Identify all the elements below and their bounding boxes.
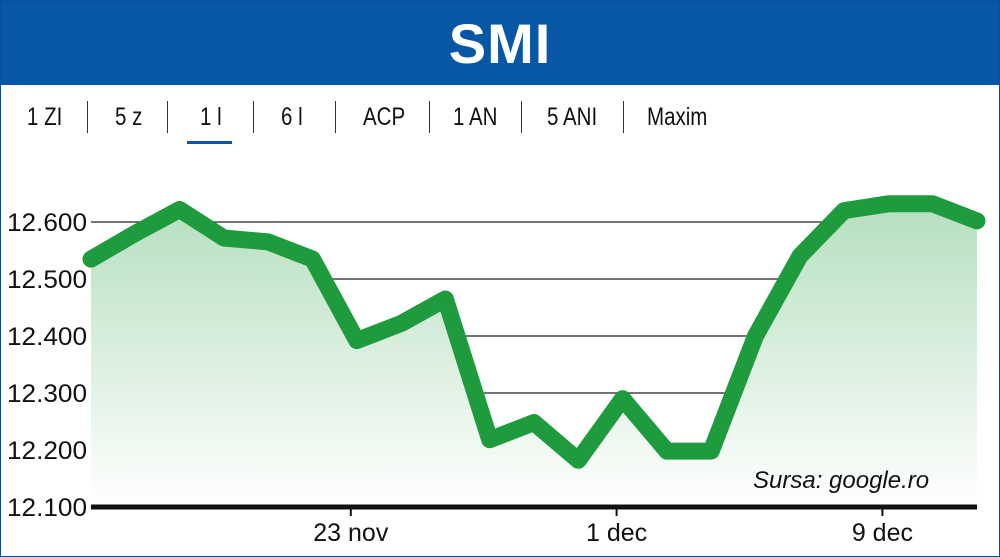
range-1-day[interactable]: 1 ZI (27, 103, 63, 131)
y-tick-label: 12.200 (7, 437, 87, 465)
range-5-years[interactable]: 5 ANI (547, 103, 598, 131)
y-tick-label: 12.600 (7, 209, 87, 237)
range-divider (87, 101, 88, 133)
range-5-days[interactable]: 5 z (115, 103, 143, 131)
x-tick-label: 23 nov (313, 519, 389, 547)
series-line (82, 195, 986, 469)
x-tick-label: 1 dec (586, 519, 647, 547)
range-ytd[interactable]: ACP (363, 103, 406, 131)
range-divider (623, 101, 624, 133)
source-note: Sursa: google.ro (753, 467, 930, 494)
range-divider (167, 101, 168, 133)
y-tick-label: 12.500 (7, 266, 87, 294)
range-divider (429, 101, 430, 133)
range-selector: 1 ZI 5 z 1 l 6 l ACP 1 AN 5 ANI Maxim (1, 97, 999, 137)
x-tick-label: 9 dec (852, 519, 913, 547)
range-divider (335, 101, 336, 133)
area-fill (91, 203, 977, 508)
range-1-month[interactable]: 1 l (200, 103, 222, 131)
active-range-underline (187, 141, 232, 144)
y-tick-label: 12.400 (7, 323, 87, 351)
range-divider (521, 101, 522, 133)
y-tick-label: 12.300 (7, 380, 87, 408)
y-tick-label: 12.100 (7, 494, 87, 522)
title-bar: SMI (1, 1, 999, 85)
range-divider (253, 101, 254, 133)
range-1-year[interactable]: 1 AN (453, 103, 498, 131)
range-6-months[interactable]: 6 l (281, 103, 303, 131)
range-max[interactable]: Maxim (647, 103, 708, 131)
chart-title: SMI (448, 11, 552, 75)
